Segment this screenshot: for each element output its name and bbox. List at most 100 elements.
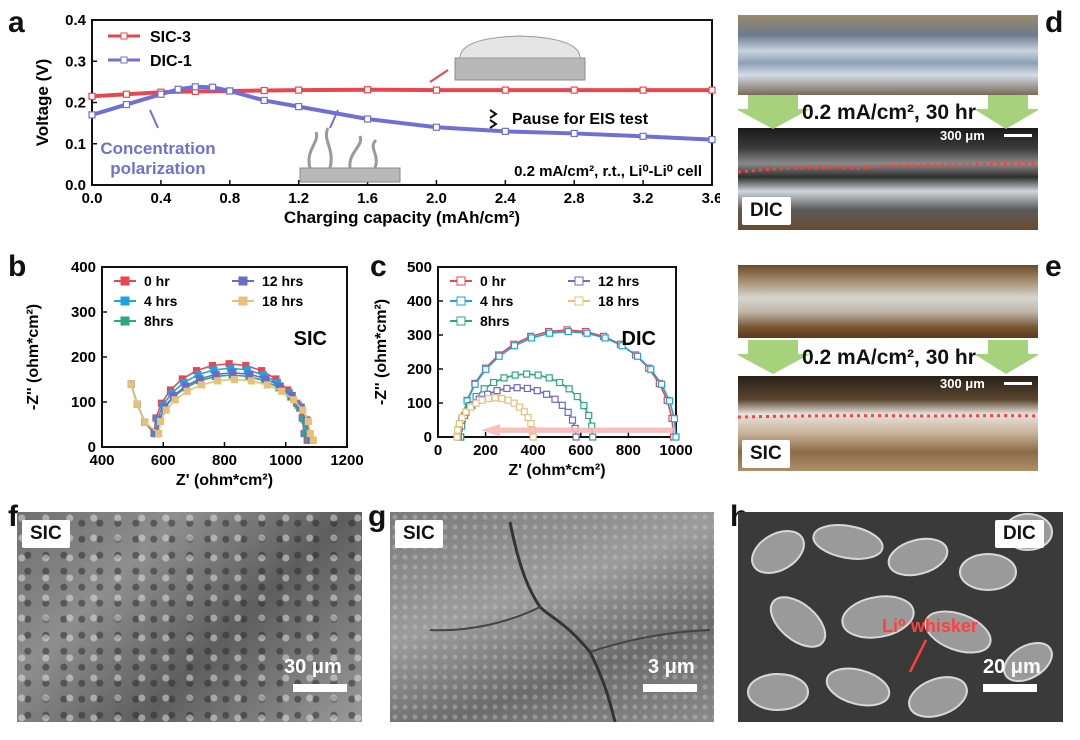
legend-marker-0 hr: [120, 276, 130, 286]
y-tick-label: 200: [407, 361, 432, 378]
series-point-18 hrs: [127, 380, 135, 388]
legend-marker-8hrs: [120, 316, 130, 326]
series-point-SIC-3: [501, 86, 509, 94]
series-point-12 hrs: [513, 384, 521, 392]
x-tick-label: 200: [473, 442, 498, 459]
panel-label-a: a: [8, 6, 25, 39]
band-e-text: 0.2 mA/cm², 30 hr: [802, 346, 976, 369]
legend-label-12 hrs: 12 hrs: [262, 273, 303, 289]
series-point-18 hrs: [478, 396, 486, 404]
series-point-18 hrs: [309, 436, 317, 444]
series-point-4 hrs: [665, 397, 674, 405]
legend-marker-DIC-1: [120, 56, 128, 64]
scale-h-bar: [983, 684, 1037, 692]
legend-marker-SIC-3: [120, 32, 128, 40]
pause-brace: [489, 109, 498, 129]
series-point-SIC-3: [639, 86, 647, 94]
x-tick-label: 2.4: [495, 190, 517, 207]
series-point-12 hrs: [542, 390, 551, 398]
series-point-4 hrs: [618, 342, 626, 350]
chart-title: DIC: [622, 328, 656, 350]
legend-label-DIC-1: DIC-1: [150, 53, 192, 70]
series-point-SIC-3: [363, 86, 372, 94]
series-point-18 hrs: [183, 387, 191, 395]
y-tick-label: 0.2: [65, 95, 86, 112]
series-point-18 hrs: [498, 394, 506, 403]
series-point-DIC-1: [639, 132, 647, 140]
scale-f-bar: [293, 684, 347, 692]
legend-label-SIC-3: SIC-3: [150, 29, 191, 46]
series-point-18 hrs: [515, 403, 524, 411]
series-point-12 hrs: [212, 370, 220, 378]
scale-g-bar: [643, 684, 697, 692]
series-point-4 hrs: [647, 365, 655, 373]
legend-marker-18 hrs: [574, 296, 584, 306]
series-point-SIC-3: [570, 86, 578, 94]
y-tick-label: 300: [407, 327, 432, 344]
photo-e-before: [738, 265, 1038, 338]
series-point-SIC-3: [122, 90, 131, 98]
tag-e: SIC: [742, 440, 790, 468]
panel-label-e: e: [1045, 250, 1062, 283]
x-tick-label: 1000: [659, 442, 692, 459]
chart-b: 400 600 800 1000 1200 0 100 200 300 400 Z' (ohm*cm…: [25, 259, 364, 489]
series-point-18 hrs: [453, 433, 461, 441]
series-point-SIC-3: [260, 86, 268, 95]
electrode-dendrite-whiskers: [307, 127, 378, 169]
y-tick-label: 0.3: [65, 53, 86, 70]
series-point-8hrs: [511, 371, 519, 379]
series-point-DIC-1: [260, 96, 268, 105]
annotation-condition: 0.2 mA/cm², r.t., Li⁰-Li⁰ cell: [514, 163, 702, 180]
scale-f-text: 30 μm: [284, 656, 342, 678]
panel-label-d: d: [1045, 6, 1064, 39]
y-tick-label: 100: [407, 395, 432, 412]
series-point-18 hrs: [529, 433, 537, 441]
x-tick-label: 1.6: [357, 190, 378, 207]
series-point-12 hrs: [246, 370, 254, 378]
legend-label-0 hr: 0 hr: [480, 273, 506, 289]
y-tick-label: 0: [88, 439, 96, 456]
legend-marker-8hrs: [456, 316, 466, 326]
x-tick-label: 800: [212, 452, 237, 469]
series-point-8hrs: [573, 392, 581, 401]
x-axis-label: Charging capacity (mAh/cm²): [284, 208, 520, 227]
x-tick-label: 400: [521, 442, 546, 459]
series-point-8hrs: [534, 371, 542, 379]
legend-label-12 hrs: 12 hrs: [598, 273, 639, 289]
series-point-SIC-3: [295, 86, 303, 94]
series-point-12 hrs: [564, 408, 572, 416]
series-point-18 hrs: [141, 418, 149, 426]
series-point-4 hrs: [482, 365, 490, 373]
x-tick-label: 0.4: [150, 190, 172, 207]
series-point-DIC-1: [295, 103, 303, 111]
legend-label-8hrs: 8hrs: [480, 313, 510, 329]
series-point-18 hrs: [524, 413, 532, 422]
series-point-12 hrs: [262, 375, 270, 383]
x-tick-label: 0.8: [219, 190, 240, 207]
series-point-4 hrs: [633, 352, 642, 360]
series-point-18 hrs: [455, 420, 463, 428]
x-tick-label: 1000: [269, 452, 302, 469]
x-tick-label: 400: [89, 452, 114, 469]
band-d: 0.2 mA/cm², 30 hr: [738, 95, 1038, 129]
x-tick-label: 0: [434, 442, 442, 459]
series-point-18 hrs: [278, 387, 286, 395]
series-point-8hrs: [589, 433, 597, 441]
scale-e-text: 300 μm: [940, 376, 985, 391]
y-tick-label: 0.0: [65, 177, 86, 194]
scale-d-text: 300 μm: [940, 128, 985, 143]
y-axis-label: Voltage (V): [33, 59, 52, 147]
band-d-text: 0.2 mA/cm², 30 hr: [802, 101, 976, 124]
series-point-4 hrs: [564, 327, 572, 336]
series-point-4 hrs: [601, 334, 609, 342]
series-point-18 hrs: [230, 375, 239, 384]
series-point-12 hrs: [568, 416, 577, 424]
x-axis-label: Z' (ohm*cm²): [176, 472, 273, 489]
series-point-18 hrs: [290, 396, 298, 404]
y-tick-label: 0.4: [65, 12, 87, 29]
series-point-8hrs: [565, 385, 573, 393]
series-point-8hrs: [556, 378, 564, 387]
series-point-DIC-1: [174, 85, 182, 93]
scale-h-text: 20 μm: [983, 656, 1041, 678]
series-point-18 hrs: [304, 417, 312, 426]
